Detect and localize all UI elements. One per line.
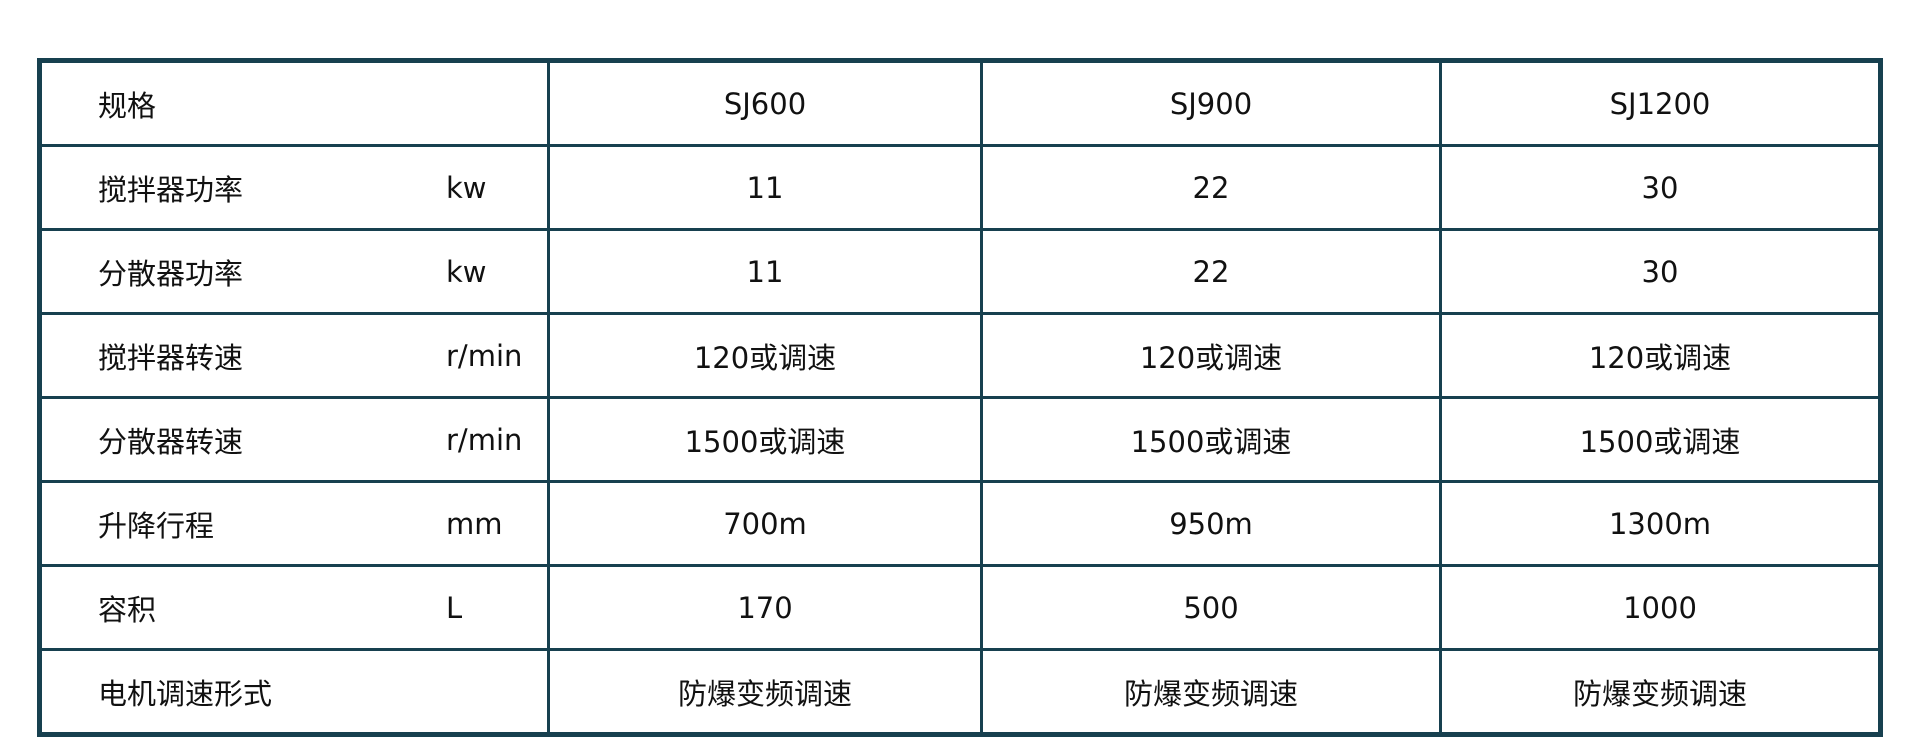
row-label-cell: 分散器转速 r/min	[38, 396, 550, 483]
table-cell: 防爆变频调速	[547, 648, 983, 736]
row-label-cell: 容积 L	[38, 564, 550, 651]
row-label: 分散器功率	[98, 256, 244, 291]
table-cell: 22	[980, 228, 1442, 315]
table-row: 升降行程 mm 700m 950m 1300m	[38, 480, 1882, 567]
table-row: 搅拌器转速 r/min 120或调速 120或调速 120或调速	[38, 312, 1882, 399]
row-label: 电机调速形式	[98, 676, 273, 711]
table-row: 电机调速形式 防爆变频调速 防爆变频调速 防爆变频调速	[38, 648, 1882, 736]
table-cell: 11	[547, 228, 983, 315]
table-cell: 防爆变频调速	[980, 648, 1442, 736]
row-unit: r/min	[446, 338, 523, 373]
spec-table: 规格 SJ600 SJ900 SJ1200 搅拌器功率 kw 11 22 30 分散器功率…	[37, 58, 1883, 737]
row-label: 搅拌器转速	[98, 340, 244, 375]
table-row: 容积 L 170 500 1000	[38, 564, 1882, 651]
row-label-cell: 分散器功率 kw	[38, 228, 550, 315]
table-cell: 1500或调速	[980, 396, 1442, 483]
header-label: 规格	[98, 88, 157, 123]
row-label-cell: 升降行程 mm	[38, 480, 550, 567]
table-row: 搅拌器功率 kw 11 22 30	[38, 144, 1882, 231]
table-cell: 30	[1439, 144, 1882, 231]
table-row: 分散器功率 kw 11 22 30	[38, 228, 1882, 315]
row-unit: mm	[446, 506, 503, 541]
header-model: SJ900	[980, 59, 1442, 147]
table-cell: 500	[980, 564, 1442, 651]
row-unit: L	[446, 590, 463, 625]
table-cell: 120或调速	[1439, 312, 1882, 399]
row-label-cell: 电机调速形式	[38, 648, 550, 736]
row-label: 容积	[98, 592, 157, 627]
header-model: SJ600	[547, 59, 983, 147]
row-label-cell: 搅拌器转速 r/min	[38, 312, 550, 399]
row-label: 搅拌器功率	[98, 172, 244, 207]
table-cell: 120或调速	[980, 312, 1442, 399]
table-cell: 1300m	[1439, 480, 1882, 567]
table-cell: 防爆变频调速	[1439, 648, 1882, 736]
header-label-cell: 规格	[38, 59, 550, 147]
table-cell: 1500或调速	[1439, 396, 1882, 483]
table-cell: 700m	[547, 480, 983, 567]
row-label: 升降行程	[98, 508, 215, 543]
table-cell: 1500或调速	[547, 396, 983, 483]
row-label: 分散器转速	[98, 424, 244, 459]
row-unit: kw	[446, 170, 487, 205]
table-cell: 11	[547, 144, 983, 231]
table-cell: 30	[1439, 228, 1882, 315]
row-unit: r/min	[446, 422, 523, 457]
table-cell: 1000	[1439, 564, 1882, 651]
table-cell: 170	[547, 564, 983, 651]
row-unit: kw	[446, 254, 487, 289]
table-cell: 950m	[980, 480, 1442, 567]
table-header-row: 规格 SJ600 SJ900 SJ1200	[38, 59, 1882, 147]
header-model: SJ1200	[1439, 59, 1882, 147]
table-cell: 120或调速	[547, 312, 983, 399]
table-row: 分散器转速 r/min 1500或调速 1500或调速 1500或调速	[38, 396, 1882, 483]
row-label-cell: 搅拌器功率 kw	[38, 144, 550, 231]
table-cell: 22	[980, 144, 1442, 231]
